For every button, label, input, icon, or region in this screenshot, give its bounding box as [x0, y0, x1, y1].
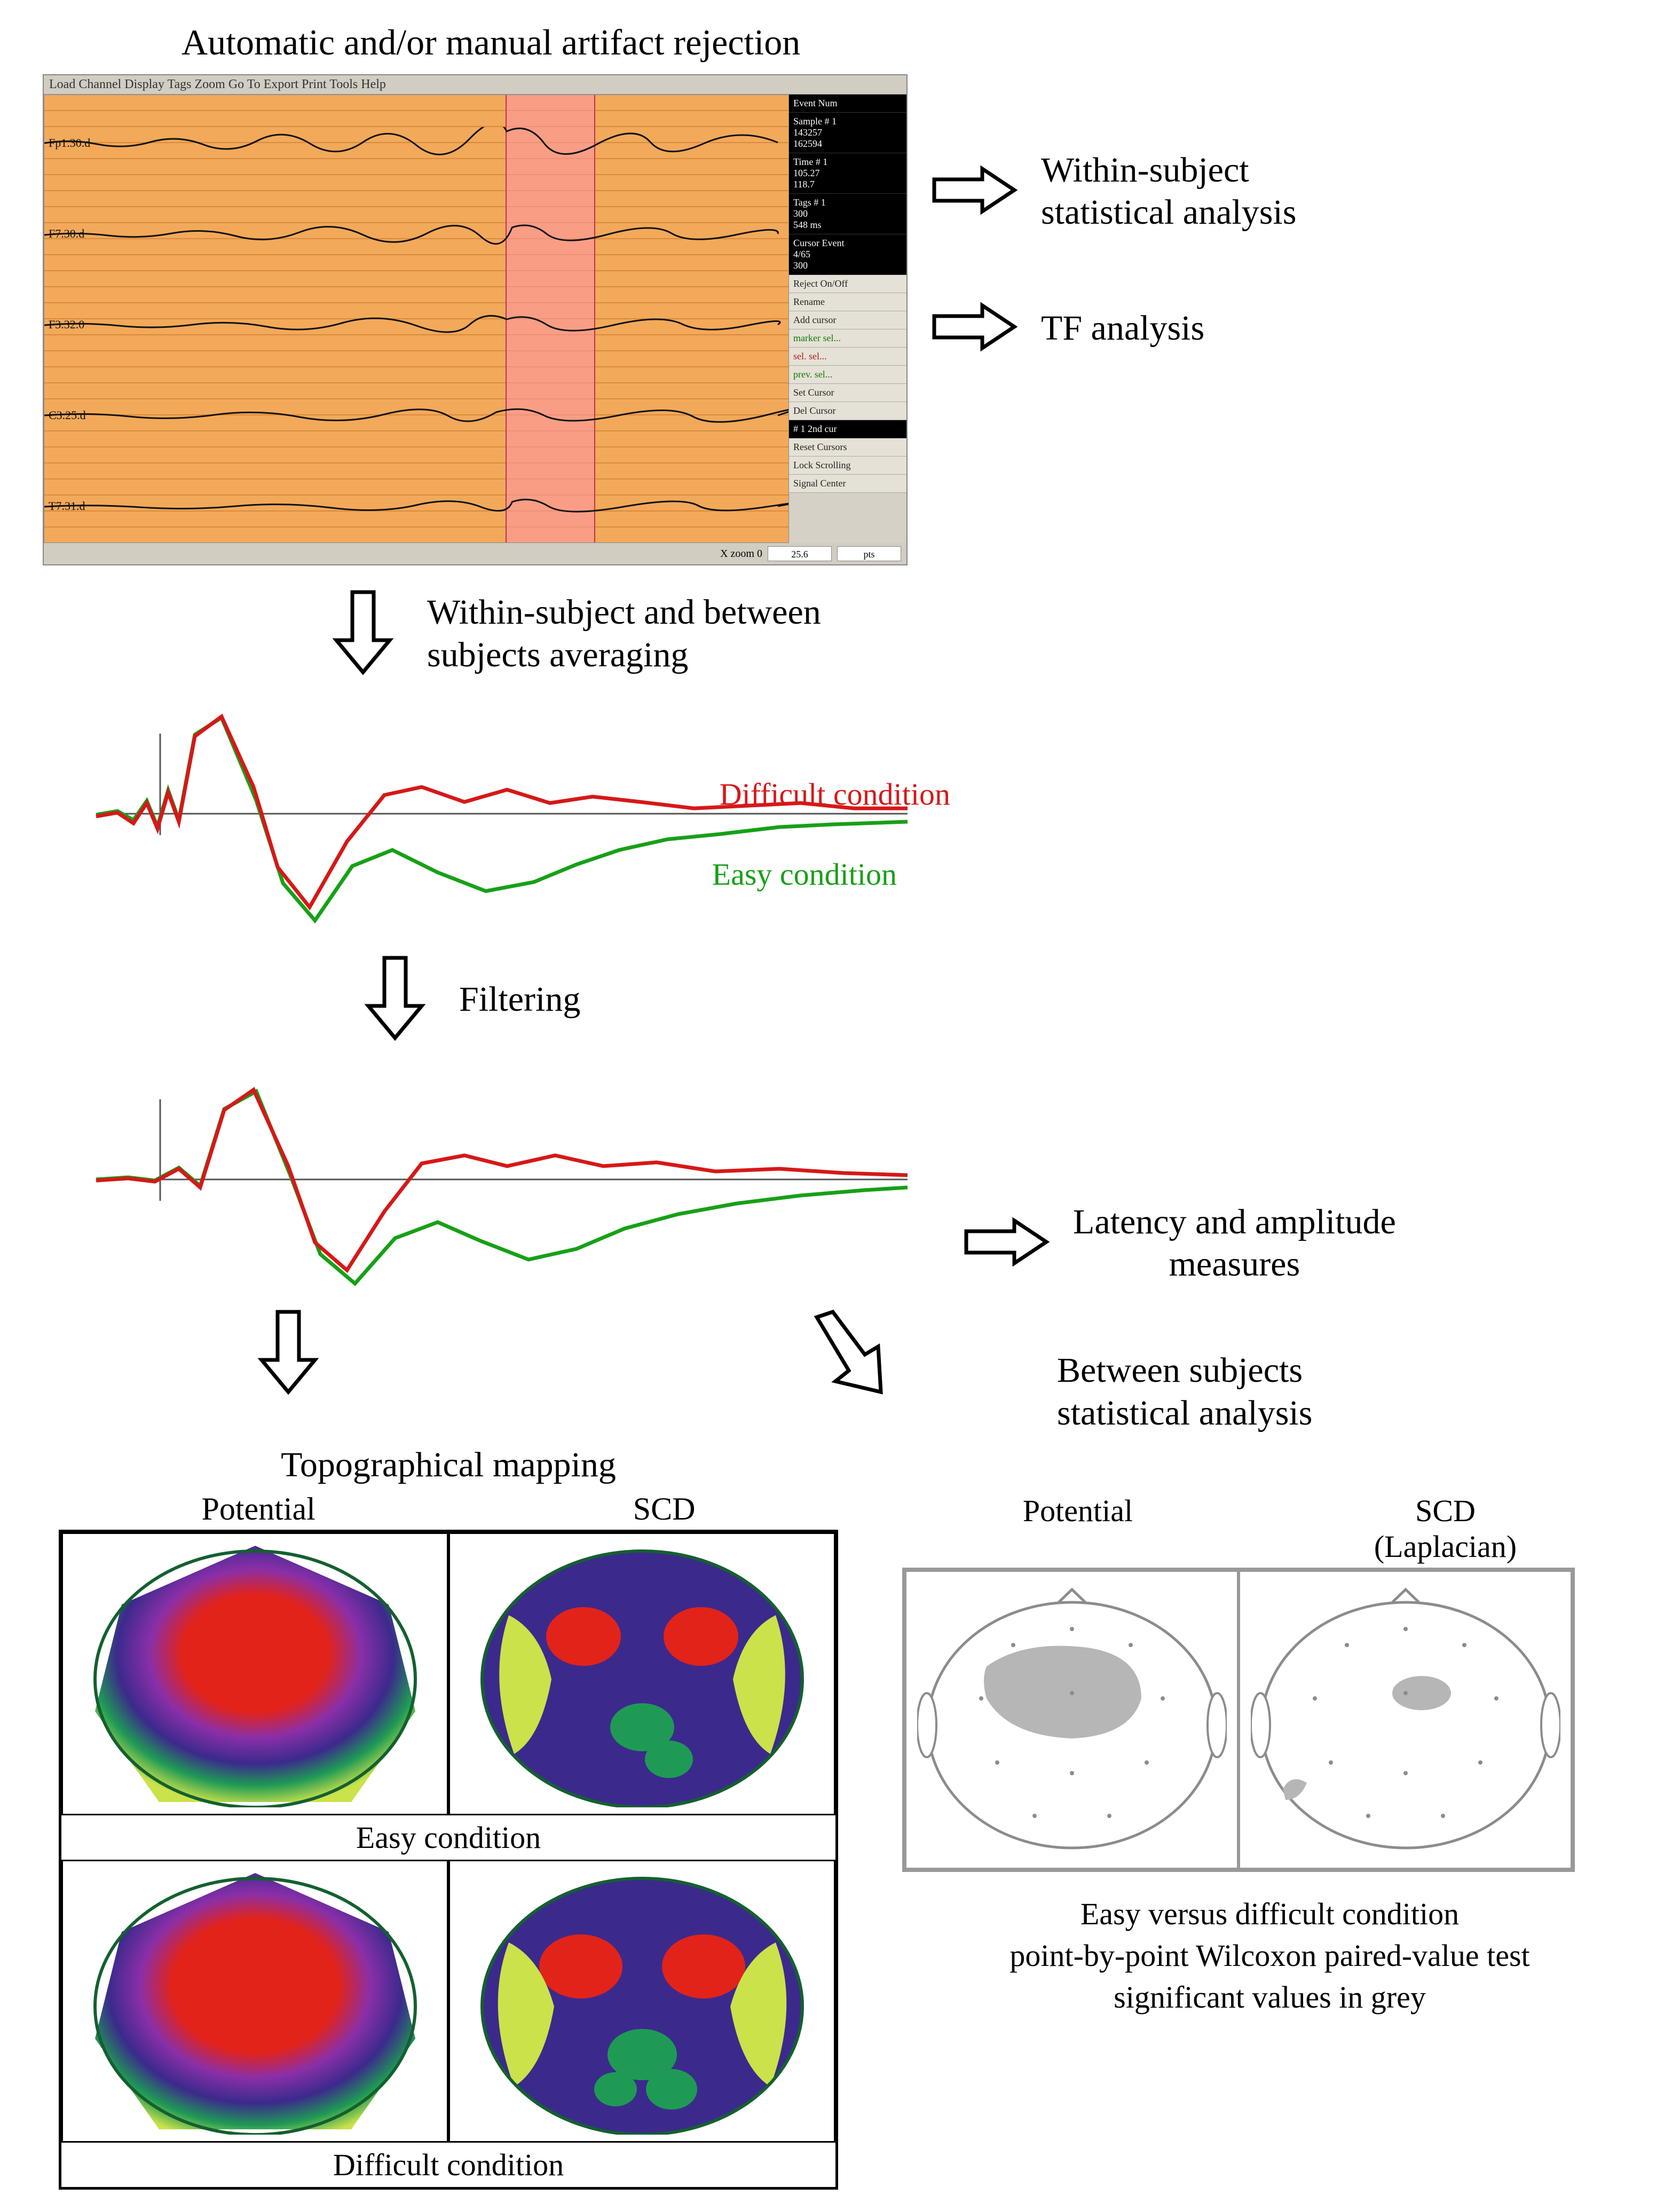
topomap-scd-easy	[448, 1532, 835, 1815]
sidebar-checkbox[interactable]: Lock Scrolling	[789, 457, 906, 475]
zoom-input[interactable]: 25.6	[768, 546, 832, 561]
side-arrows: Within-subject statistical analysis TF a…	[929, 149, 1296, 423]
statmap-scd	[1239, 1570, 1572, 1869]
label-within-subject: Within-subject statistical analysis	[1041, 149, 1296, 233]
arrow-right-icon	[929, 297, 1020, 359]
eeg-menu-bar[interactable]: Load Channel Display Tags Zoom Go To Exp…	[44, 75, 906, 95]
statistical-maps: Potential SCD (Laplacian)	[902, 1445, 1637, 2019]
sidebar-button[interactable]: Set Cursor	[789, 384, 906, 402]
label-tf-analysis: TF analysis	[1041, 307, 1204, 349]
sidebar-button[interactable]: # 1 2nd cur	[789, 420, 906, 438]
sidebar-button[interactable]: Rename	[789, 293, 906, 311]
label-difficult: Difficult condition	[720, 776, 950, 812]
sidebar-value: Tags # 1 300 548 ms	[789, 194, 906, 234]
topographical-mapping: Topographical mapping Potential SCD	[43, 1445, 854, 2190]
sidebar-button[interactable]: marker sel...	[789, 329, 906, 348]
eeg-channel-row: C3.25.d	[44, 399, 788, 431]
branching-arrows: Between subjects statistical analysis	[256, 1307, 1637, 1434]
unit-input[interactable]: pts	[837, 546, 901, 561]
statmap-potential	[905, 1570, 1239, 1869]
erp-waveform-filtered	[75, 1062, 929, 1297]
bottom-label: X zoom 0	[720, 548, 762, 560]
channel-label: F3.32.0	[49, 318, 84, 332]
sidebar-label: Event Num	[789, 95, 906, 113]
col-header-potential: Potential	[1023, 1493, 1133, 1564]
col-header-potential: Potential	[201, 1491, 315, 1528]
eeg-channel-row: F7.30.d	[44, 218, 788, 250]
label-topomap: Topographical mapping	[43, 1445, 854, 1485]
label-latency-amplitude: Latency and amplitude measures	[1073, 1201, 1396, 1285]
arrow-down-icon	[363, 953, 427, 1046]
sidebar-value: Sample # 1 143257 162594	[789, 113, 906, 153]
sidebar-button[interactable]: Reject On/Off	[789, 275, 906, 293]
flow-filtering: Filtering	[363, 953, 1637, 1046]
channel-label: Fp1.30.d	[49, 136, 90, 150]
flow-latency: Latency and amplitude measures	[961, 1201, 1637, 1285]
sidebar-button[interactable]: Reset Cursors	[789, 438, 906, 457]
arrow-right-icon	[929, 161, 1020, 222]
label-between-subjects: Between subjects statistical analysis	[1057, 1349, 1312, 1434]
channel-label: T7.31.d	[49, 499, 85, 513]
sidebar-value: Time # 1 105.27 118.7	[789, 153, 906, 194]
topomap-potential-difficult	[61, 1860, 448, 2143]
channel-label: F7.30.d	[49, 227, 84, 241]
eeg-block: Load Channel Display Tags Zoom Go To Exp…	[43, 74, 1637, 565]
topomap-potential-easy	[61, 1532, 448, 1815]
arrow-diagonal-icon	[801, 1307, 897, 1405]
eeg-channel-row: Fp1.30.d	[44, 127, 788, 159]
channel-label: C3.25.d	[49, 408, 86, 422]
col-header-scd: SCD	[633, 1491, 696, 1528]
sidebar-button[interactable]: sel. sel...	[789, 348, 906, 366]
topomap-scd-difficult	[448, 1860, 835, 2143]
arrow-right-icon	[961, 1213, 1052, 1274]
eeg-bottom-bar: X zoom 0 25.6 pts	[44, 543, 906, 564]
statmap-caption: Easy versus difficult condition point-by…	[902, 1893, 1637, 2019]
row-label-easy: Easy condition	[61, 1815, 835, 1860]
flow-averaging: Within-subject and between subjects aver…	[331, 587, 1637, 680]
sidebar-button[interactable]: Del Cursor	[789, 402, 906, 420]
erp-waveform-raw: Difficult condition Easy condition	[75, 696, 929, 931]
arrow-down-icon	[256, 1307, 320, 1400]
sidebar-checkbox[interactable]: Signal Center	[789, 475, 906, 493]
sidebar-button[interactable]: prev. sel...	[789, 366, 906, 384]
sidebar-button[interactable]: Add cursor	[789, 311, 906, 329]
eeg-software-screenshot: Load Channel Display Tags Zoom Go To Exp…	[43, 74, 908, 565]
label-filtering: Filtering	[459, 978, 580, 1020]
col-header-scd-lap: SCD (Laplacian)	[1374, 1493, 1517, 1564]
eeg-trace-area: Fp1.30.d F7.30.d F3.32.0	[44, 95, 789, 543]
arrow-down-icon	[331, 587, 395, 680]
eeg-channel-row: T7.31.d	[44, 490, 788, 522]
eeg-channel-row: F3.32.0	[44, 309, 788, 341]
sidebar-value: Cursor Event 4/65 300	[789, 234, 906, 275]
title-artifact-rejection: Automatic and/or manual artifact rejecti…	[182, 21, 1637, 64]
row-label-difficult: Difficult condition	[61, 2143, 835, 2187]
label-averaging: Within-subject and between subjects aver…	[427, 591, 821, 675]
label-easy: Easy condition	[712, 856, 897, 892]
eeg-sidebar: Event Num Sample # 1 143257 162594 Time …	[789, 95, 906, 543]
